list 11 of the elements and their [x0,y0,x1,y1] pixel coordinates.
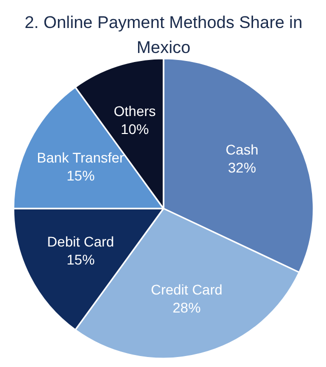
slice-label: Credit Card [150,282,222,298]
data-label: 15% [66,252,95,268]
slice-label: Debit Card [47,234,114,250]
data-label: 10% [120,121,149,138]
data-label: 15% [66,167,95,184]
chart-title: 2. Online Payment Methods Share in Mexico [24,13,302,57]
slice-label: Cash [226,142,258,158]
data-label: 28% [172,300,201,316]
data-label: 32% [228,160,256,176]
slice-label: Bank Transfer [36,149,124,166]
slice-label: Others [114,103,156,120]
